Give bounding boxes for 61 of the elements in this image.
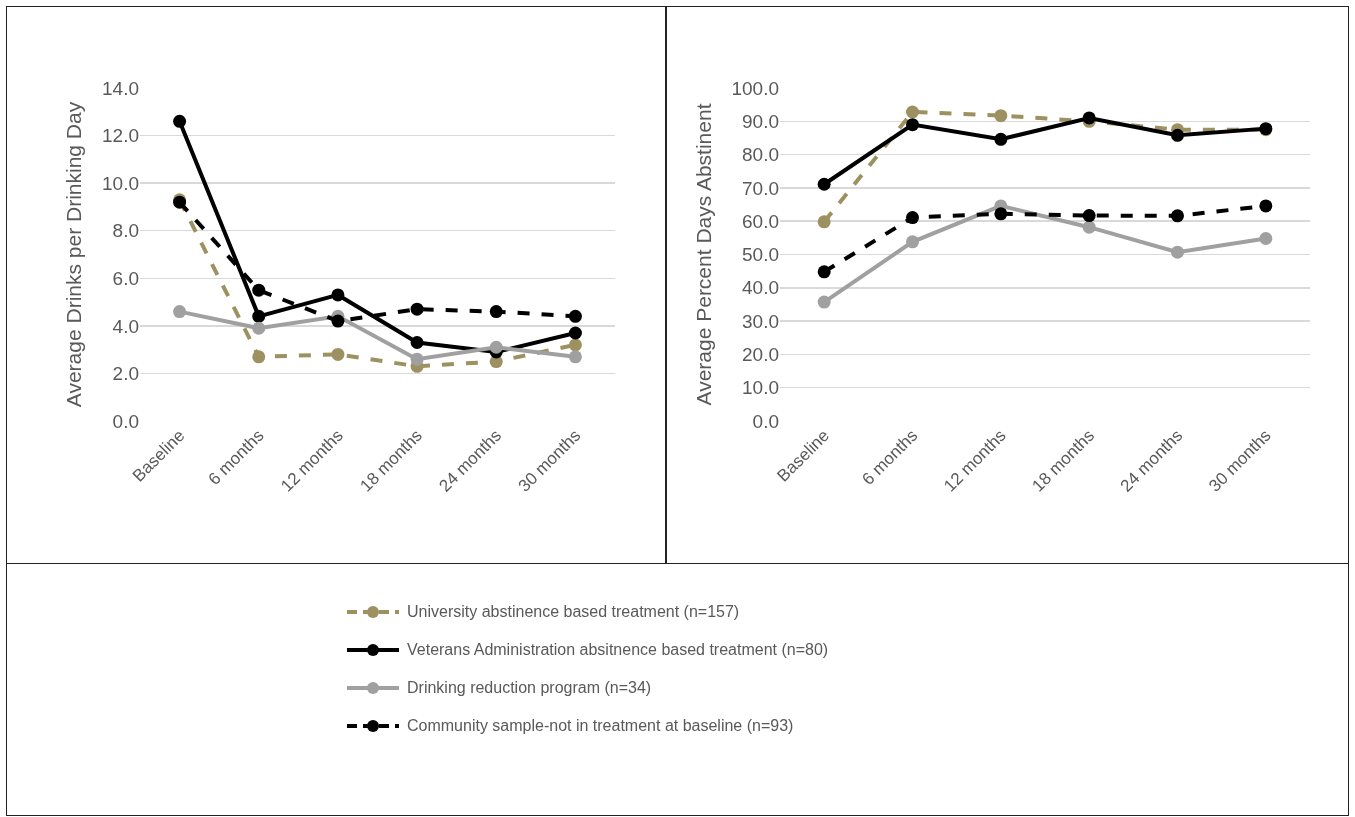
y-tick-label: 4.0 xyxy=(112,315,139,337)
y-tick-label: 10.0 xyxy=(742,377,779,399)
point xyxy=(173,114,187,128)
point xyxy=(1171,245,1184,259)
y-tick-label: 14.0 xyxy=(102,77,139,99)
point xyxy=(1171,209,1184,223)
point xyxy=(817,215,831,229)
y-tick-label: 2.0 xyxy=(112,363,139,385)
point xyxy=(817,295,831,309)
y-tick-label: 10.0 xyxy=(102,172,139,194)
y-tick-label: 6.0 xyxy=(112,267,139,289)
point xyxy=(568,338,582,352)
point xyxy=(331,314,345,328)
y-tick-label: 90.0 xyxy=(742,110,779,132)
point xyxy=(906,118,919,132)
y-tick-label: 8.0 xyxy=(112,220,139,242)
point xyxy=(410,336,424,349)
point xyxy=(817,177,831,191)
point xyxy=(906,211,919,225)
point xyxy=(1259,232,1273,246)
y-tick-label: 12.0 xyxy=(102,125,139,147)
point xyxy=(331,347,345,361)
point xyxy=(1082,209,1096,223)
point xyxy=(489,340,503,354)
y-tick-label: 70.0 xyxy=(742,177,779,199)
point xyxy=(252,350,266,364)
y-tick-label: 60.0 xyxy=(742,210,779,232)
y-tick-label: 100.0 xyxy=(731,77,779,99)
point xyxy=(1082,220,1096,234)
point xyxy=(252,283,266,297)
point xyxy=(994,132,1008,146)
point xyxy=(906,105,919,119)
point xyxy=(252,321,266,335)
point xyxy=(568,326,582,340)
y-axis-title: Average Percent Days Abstinent xyxy=(691,103,715,406)
point xyxy=(489,305,503,319)
point xyxy=(817,265,831,279)
y-tick-label: 50.0 xyxy=(742,244,779,266)
point xyxy=(252,309,266,323)
point xyxy=(1259,199,1273,213)
point xyxy=(994,207,1008,221)
point xyxy=(568,350,582,364)
legend-label: Veterans Administration absitnence based treatment (n=80) xyxy=(407,641,829,659)
point xyxy=(906,235,919,249)
point xyxy=(173,305,187,319)
point xyxy=(1171,128,1184,142)
y-tick-label: 0.0 xyxy=(112,410,139,432)
y-tick-label: 80.0 xyxy=(742,144,779,166)
point xyxy=(994,109,1008,123)
point xyxy=(410,302,424,316)
y-axis-title: Average Drinks per Drinking Day xyxy=(62,101,86,408)
legend-label: Community sample-not in treatment at baseline (n=93) xyxy=(407,717,794,735)
y-tick-label: 0.0 xyxy=(752,410,779,432)
legend-label: Drinking reduction program (n=34) xyxy=(407,679,652,697)
y-tick-label: 40.0 xyxy=(742,277,779,299)
point xyxy=(568,309,582,323)
legend-label: University abstinence based treatment (n=157) xyxy=(407,603,740,621)
point xyxy=(331,288,345,302)
point xyxy=(410,352,424,366)
y-tick-label: 30.0 xyxy=(742,310,779,332)
y-tick-label: 20.0 xyxy=(742,344,779,366)
